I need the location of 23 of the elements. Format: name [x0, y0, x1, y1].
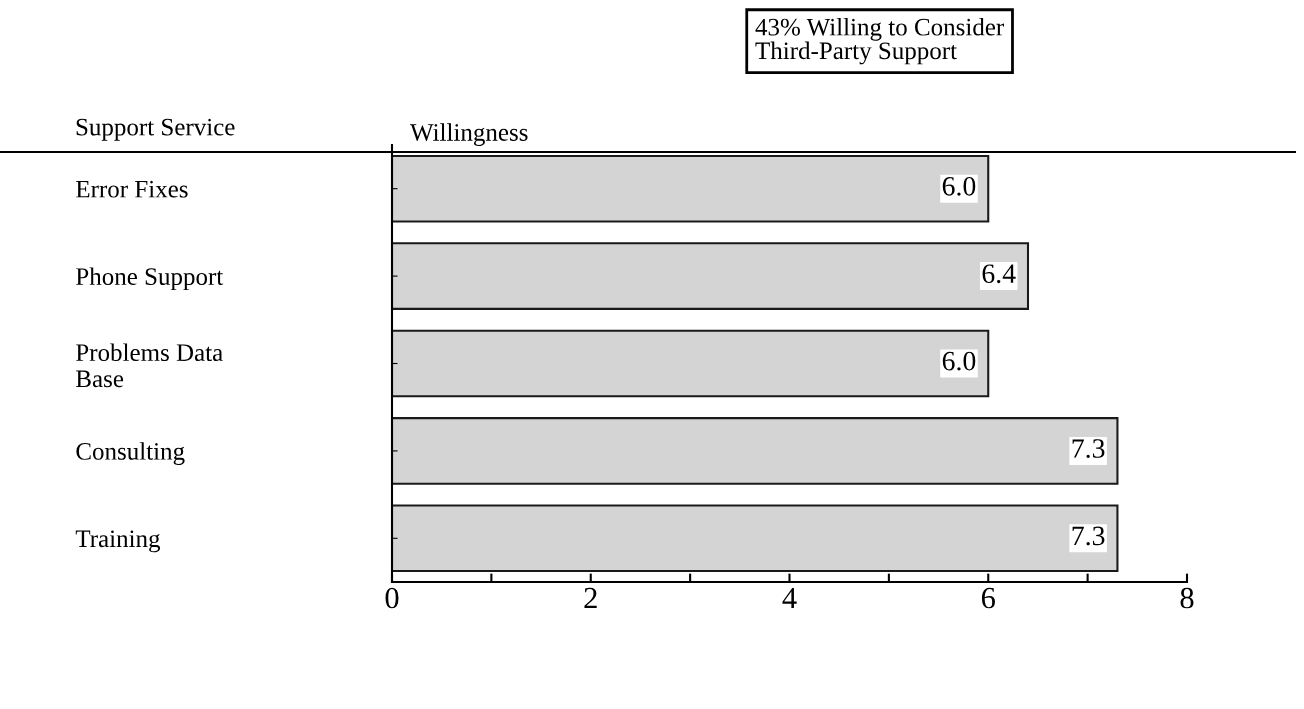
y-tick-label: Consulting	[76, 442, 185, 465]
y-tick-label: Problems Data Base	[76, 343, 223, 388]
x-tick-label: 6	[981, 587, 995, 609]
y-tick-label: Phone Support	[76, 267, 224, 291]
y-axis-title: Support Service	[76, 118, 235, 141]
data-label: 7.3	[1072, 526, 1105, 546]
x-tick-label: 4	[782, 587, 797, 609]
data-label: 6.4	[982, 264, 1016, 284]
data-label: 6.0	[942, 176, 976, 196]
y-tick-label: Training	[75, 530, 161, 553]
bar	[392, 504, 1119, 573]
x-tick-label: 0	[385, 587, 399, 609]
y-tick-label: Error Fixes	[76, 180, 188, 198]
x-axis-title: Willingness	[410, 123, 528, 147]
data-label: 7.3	[1072, 439, 1105, 458]
bar	[392, 242, 1030, 310]
x-tick-label: 2	[584, 587, 597, 609]
bar	[392, 329, 990, 398]
x-tick-label: 8	[1180, 587, 1194, 609]
data-label: 6.0	[942, 351, 976, 371]
bar	[392, 154, 990, 223]
text: 43% Willing to Consider Third-Party Support	[755, 18, 1005, 65]
bar	[392, 417, 1119, 485]
